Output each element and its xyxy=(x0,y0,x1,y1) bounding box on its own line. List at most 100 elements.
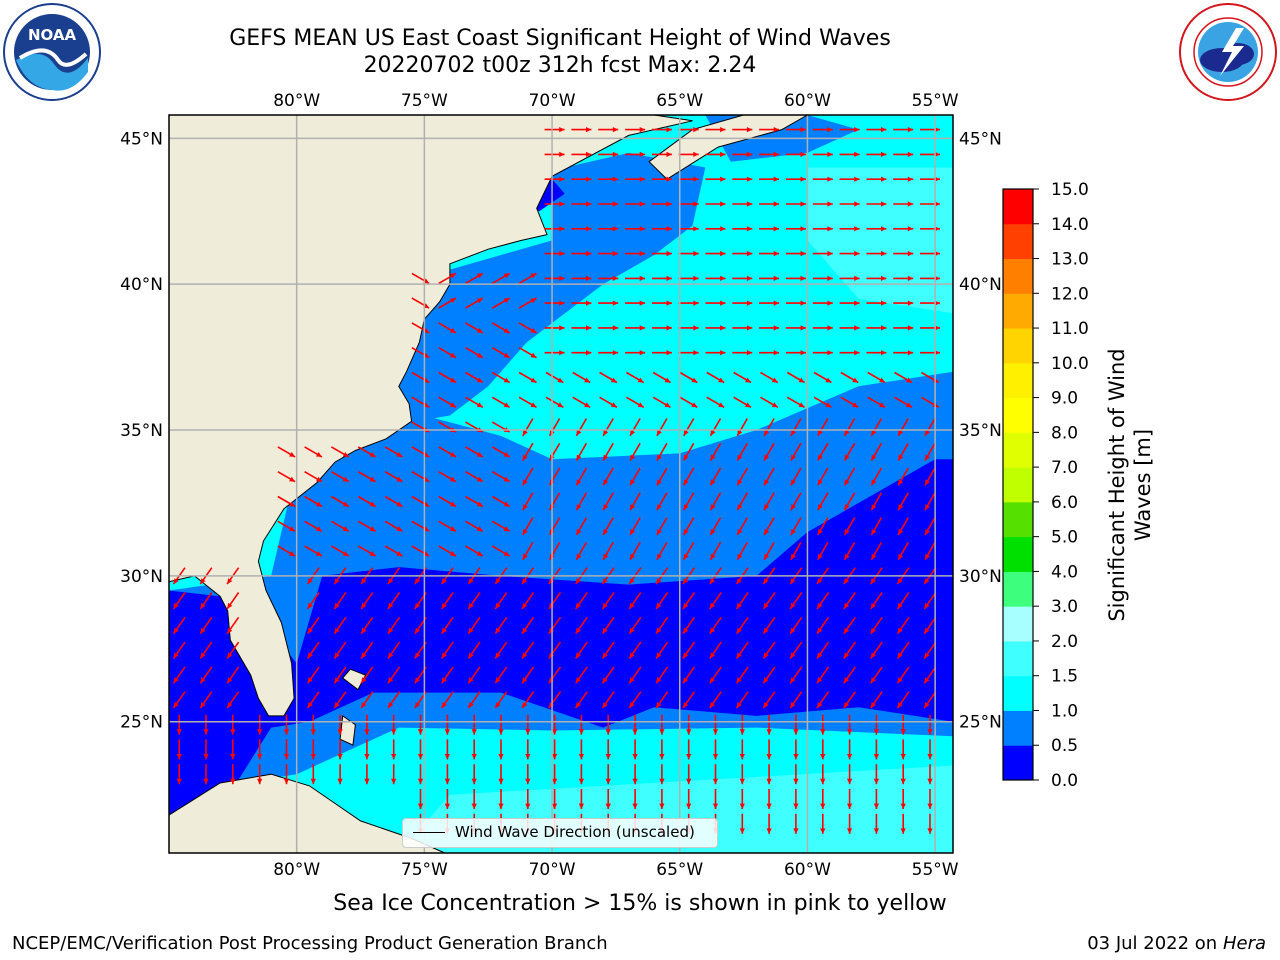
wind-arrow-head xyxy=(790,504,796,511)
wind-arrow-head xyxy=(773,250,780,257)
wind-arrow-head xyxy=(450,352,456,358)
wind-arrow-head xyxy=(852,402,859,408)
wind-arrow-head xyxy=(522,602,528,609)
wind-arrow-head xyxy=(881,275,887,281)
wind-arrow-head xyxy=(847,754,853,760)
colorbar-label-line2: Waves [m] xyxy=(1131,429,1155,541)
lat-tick-label-right: 45°N xyxy=(959,129,1002,149)
wind-arrow-head xyxy=(391,778,397,785)
wind-arrow-head xyxy=(586,300,592,306)
wind-arrow-head xyxy=(934,176,940,182)
wind-arrow-head xyxy=(817,529,823,535)
wind-arrow-head xyxy=(927,803,933,809)
wind-arrow-head xyxy=(450,501,456,507)
wind-arrow-head xyxy=(441,702,447,708)
wind-arrow-head xyxy=(881,325,887,331)
wind-arrow-head xyxy=(825,377,832,383)
wind-arrow-head xyxy=(897,652,903,659)
wind-arrow-head xyxy=(793,778,799,785)
lon-tick-label-bottom: 80°W xyxy=(273,860,320,880)
wind-arrow-head xyxy=(584,402,591,408)
wind-arrow-head xyxy=(847,828,853,834)
wind-arrow-head xyxy=(898,529,904,535)
lat-tick-label-right: 25°N xyxy=(959,713,1002,733)
wind-arrow-head xyxy=(337,778,343,785)
lat-tick-label-left: 35°N xyxy=(120,421,163,441)
legend-line-icon xyxy=(413,832,445,833)
wind-arrow-head xyxy=(739,803,745,809)
wind-arrow-head xyxy=(934,325,940,331)
colorbar-segment xyxy=(1003,640,1033,677)
wind-arrow-head xyxy=(476,377,483,383)
wind-arrow-head xyxy=(763,702,769,708)
wind-arrow-head xyxy=(525,803,531,809)
wind-arrow-head xyxy=(720,127,726,133)
lon-tick-label-bottom: 65°W xyxy=(656,860,703,880)
wind-arrow-head xyxy=(632,754,638,760)
wind-arrow-head xyxy=(576,553,582,560)
wind-arrow-head xyxy=(844,454,850,461)
wind-arrow-head xyxy=(666,350,672,356)
wind-arrow-head xyxy=(790,429,796,436)
wind-arrow-head xyxy=(800,201,806,207)
colorbar-segment xyxy=(1003,293,1033,329)
wind-arrow-head xyxy=(898,504,904,511)
wind-arrow-head xyxy=(693,127,699,133)
wind-arrow-head xyxy=(683,652,689,659)
wind-arrow-head xyxy=(417,754,424,760)
wind-arrow-head xyxy=(342,551,349,557)
wind-arrow-head xyxy=(575,702,581,708)
wind-arrow-head xyxy=(746,151,753,157)
wind-arrow-head xyxy=(843,652,850,659)
wind-arrow-head xyxy=(800,300,806,306)
wind-arrow-head xyxy=(289,476,296,482)
wind-arrow-head xyxy=(578,803,584,809)
wind-arrow-head xyxy=(800,275,806,281)
wind-arrow-head xyxy=(552,729,558,735)
wind-arrow-head xyxy=(495,702,501,708)
wind-arrow-head xyxy=(227,602,233,609)
wind-arrow-head xyxy=(203,754,209,760)
wind-arrow-head xyxy=(898,429,904,436)
wind-arrow-head xyxy=(396,476,403,482)
wind-arrow-head xyxy=(773,127,780,133)
wind-arrow-head xyxy=(586,275,592,281)
wind-arrow-head xyxy=(666,176,672,182)
wind-arrow-head xyxy=(584,377,591,383)
wind-arrow-head xyxy=(720,201,726,207)
wind-arrow-head xyxy=(203,778,209,785)
wind-arrow-head xyxy=(388,677,394,684)
wind-arrow-head xyxy=(441,627,447,634)
wind-arrow-head xyxy=(927,729,933,735)
wind-arrow-head xyxy=(764,553,770,560)
wind-arrow-head xyxy=(907,201,914,207)
wind-arrow-head xyxy=(334,602,340,609)
wind-arrow-head xyxy=(871,529,877,535)
wind-arrow-head xyxy=(629,652,635,659)
wind-arrow-head xyxy=(900,754,906,760)
wind-arrow-head xyxy=(736,652,742,659)
wind-arrow-head xyxy=(639,325,646,331)
wind-arrow-head xyxy=(630,529,635,535)
wind-arrow-head xyxy=(790,529,796,535)
wind-arrow-head xyxy=(578,778,584,785)
wind-arrow-head xyxy=(712,803,719,809)
wind-arrow-head xyxy=(307,652,313,659)
wind-arrow-head xyxy=(844,429,850,436)
wind-arrow-head xyxy=(503,377,510,383)
wind-arrow-head xyxy=(854,300,860,306)
wind-arrow-head xyxy=(881,300,887,306)
wind-arrow-head xyxy=(522,504,528,511)
wind-arrow-head xyxy=(924,677,930,684)
wind-arrow-head xyxy=(905,402,912,408)
wind-arrow-head xyxy=(612,325,619,331)
wind-arrow-head xyxy=(683,529,689,535)
wind-arrow-head xyxy=(898,454,904,461)
wind-arrow-head xyxy=(578,729,584,735)
wind-arrow-head xyxy=(693,201,699,207)
wind-arrow-head xyxy=(173,677,179,684)
wind-arrow-head xyxy=(612,151,619,157)
wind-arrow-head xyxy=(495,578,501,585)
wind-arrow-head xyxy=(764,429,770,436)
wind-arrow-head xyxy=(316,551,322,557)
